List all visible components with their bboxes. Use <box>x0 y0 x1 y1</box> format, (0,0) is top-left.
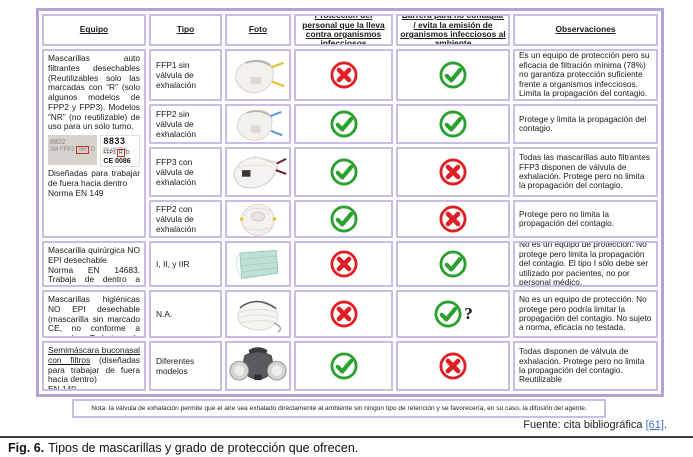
observaciones-cell: No es un equipo de protección. No proteg… <box>513 290 658 338</box>
ffp2-valve-mask-photo <box>239 203 277 236</box>
photo-cell <box>225 341 291 391</box>
mask-label-photo-ffp3-r: 8833 EN 149:2001 FFP3 R D CE 0086 <box>100 135 140 167</box>
observaciones-cell: No es un equipo de protección. No proteg… <box>513 241 658 287</box>
equipo-text-underlined: Semimáscara buconasal con filtros <box>48 345 140 365</box>
equipo-cell-quirurgica: Mascarilla quirúrgica NO EPI desechable … <box>42 241 146 287</box>
proteccion-cell <box>294 104 393 144</box>
tipo-cell: FFP2 sin válvula de exhalación <box>149 104 222 144</box>
tipo-cell: N.A. <box>149 290 222 338</box>
mask-label-photo-ffp2-nr: 8822 3M FFP2 NR D <box>48 135 98 165</box>
label-model-number: 8833 <box>103 136 126 146</box>
proteccion-cell <box>294 200 393 238</box>
tipo-cell: FFP2 con válvula de exhalación <box>149 200 222 238</box>
header-label: Foto <box>248 24 268 35</box>
label-model-number: 8822 <box>50 139 66 146</box>
equipo-text-secondary: Diseñadas para trabajar de fuera hacia d… <box>48 168 140 198</box>
header-label: Tipo <box>176 24 195 35</box>
figure-caption-text: Tipos de mascarillas y grado de protecci… <box>48 441 359 455</box>
observaciones-cell: Protege pero no limita la propagación de… <box>513 200 658 238</box>
citation-link[interactable]: [61] <box>645 419 664 431</box>
column-header-observaciones: Observaciones <box>513 14 658 46</box>
header-label: Observaciones <box>555 24 616 35</box>
barrera-cell <box>396 200 510 238</box>
ffp2-mask-photo <box>236 109 283 141</box>
barrera-cell <box>396 104 510 144</box>
equipo-cell-higienica: Mascarillas higiénicas NO EPI desechable… <box>42 290 146 338</box>
equipo-cell-semimascara: Semimáscara buconasal con filtros (diseñ… <box>42 341 146 391</box>
ffp3-mask-photo <box>233 156 287 189</box>
cross-icon <box>329 60 359 90</box>
source-text: Fuente: cita bibliográfica <box>523 419 646 431</box>
label-marking-line: 3M FFP2 NR D <box>50 146 96 155</box>
equipo-cell-autofiltrantes: Mascarillas auto filtrantes desechables … <box>42 49 146 238</box>
photo-cell <box>225 200 291 238</box>
ce-marking: CE 0086 <box>103 157 131 165</box>
barrera-cell <box>396 49 510 101</box>
observaciones-cell: Todas disponen de válvula de exhalación.… <box>513 341 658 391</box>
label-marking-line: FFP3 R D <box>103 149 130 158</box>
label-norm: EN 149:2001 <box>103 145 127 151</box>
surgical-mask-photo <box>235 249 279 280</box>
check-icon <box>329 109 359 139</box>
source-line: Fuente: cita bibliográfica [61]. <box>523 419 667 431</box>
figure-number: Fig. 6. <box>8 441 45 455</box>
photo-cell <box>225 49 291 101</box>
header-label: Protección del personal que la lleva con… <box>302 14 385 46</box>
photo-cell <box>225 241 291 287</box>
tipo-cell: I, II, y IIR <box>149 241 222 287</box>
barrera-cell: ? <box>396 290 510 338</box>
proteccion-cell <box>294 147 393 197</box>
tipo-cell: FFP1 sin válvula de exhalación <box>149 49 222 101</box>
photo-cell <box>225 147 291 197</box>
column-header-proteccion: Protección del personal que la lleva con… <box>294 14 393 46</box>
proteccion-cell <box>294 49 393 101</box>
photo-cell <box>225 290 291 338</box>
proteccion-cell <box>294 341 393 391</box>
equipo-text: Mascarillas auto filtrantes desechables … <box>48 53 140 132</box>
mask-label-photos: 8822 3M FFP2 NR D 8833 EN 149:2001 FFP3 … <box>48 135 140 167</box>
nr-marking-highlight: NR <box>76 146 90 155</box>
caption-divider <box>0 436 693 438</box>
check-icon <box>438 109 468 139</box>
column-header-equipo: Equipo <box>42 14 146 46</box>
check-icon <box>329 157 359 187</box>
r-marking-highlight: R <box>117 149 125 158</box>
column-header-barrera: Barrera para no contagiar / evita la emi… <box>396 14 510 46</box>
barrera-cell <box>396 147 510 197</box>
exhalation-valve-note: Nota: la válvula de exhalación permite q… <box>72 399 606 418</box>
mask-types-table: Equipo Tipo Foto Protección del personal… <box>36 8 664 397</box>
proteccion-cell <box>294 241 393 287</box>
barrera-cell <box>396 341 510 391</box>
cross-icon <box>438 157 468 187</box>
cross-icon <box>329 299 359 329</box>
observaciones-cell: Protege y limita la propagación del cont… <box>513 104 658 144</box>
uncertainty-question-mark: ? <box>464 304 473 323</box>
half-face-respirator-photo <box>229 347 287 381</box>
cross-icon <box>329 249 359 279</box>
check-icon <box>329 351 359 381</box>
check-icon <box>438 249 468 279</box>
observaciones-cell: Es un equipo de protección pero su efica… <box>513 49 658 101</box>
check-icon <box>329 204 359 234</box>
check-icon <box>438 60 468 90</box>
tipo-cell: FFP3 con válvula de exhalación <box>149 147 222 197</box>
ffp1-mask-photo <box>235 59 285 94</box>
header-label: Equipo <box>79 24 109 35</box>
column-header-foto: Foto <box>225 14 291 46</box>
barrera-cell <box>396 241 510 287</box>
hygienic-mask-photo <box>237 300 282 333</box>
cross-icon <box>438 351 468 381</box>
photo-cell <box>225 104 291 144</box>
check-icon <box>433 299 463 329</box>
column-header-tipo: Tipo <box>149 14 222 46</box>
figure-caption: Fig. 6. Tipos de mascarillas y grado de p… <box>8 441 358 455</box>
cross-icon <box>438 204 468 234</box>
header-label: Barrera para no contagiar / evita la emi… <box>400 14 506 46</box>
observaciones-cell: Todas las mascarillas auto filtrantes FF… <box>513 147 658 197</box>
equipo-text: (diseñadas para trabajar de fuera hacia … <box>48 354 140 391</box>
tipo-cell: Diferentes modelos <box>149 341 222 391</box>
proteccion-cell <box>294 290 393 338</box>
